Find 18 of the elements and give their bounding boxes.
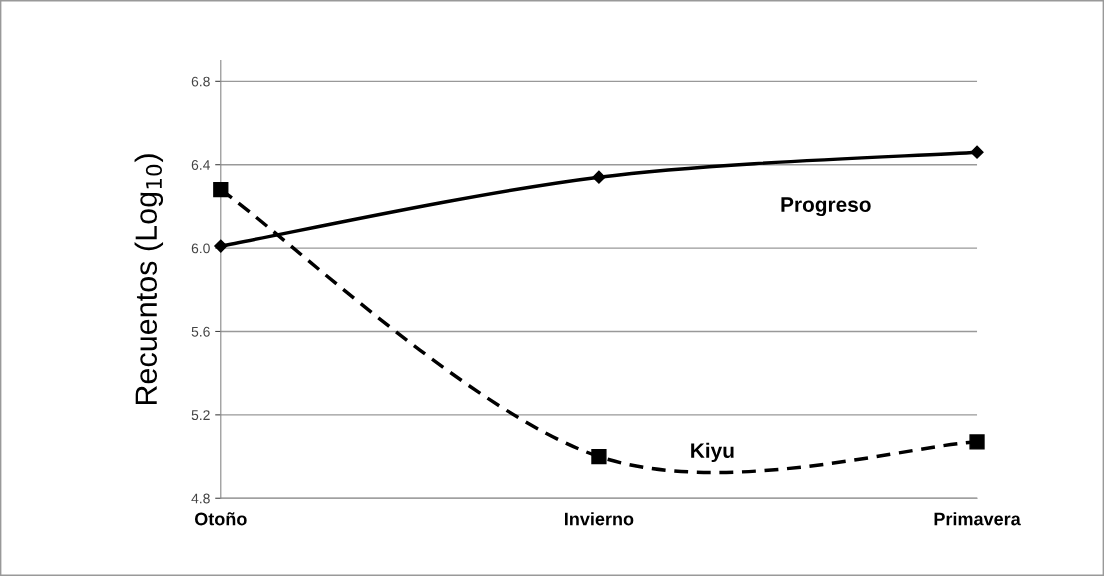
point (970, 145, 984, 159)
y-axis-title: Recuentos (Log$_{10}$) (134, 154, 164, 405)
y-tick-label: 6.4 (191, 160, 210, 170)
point (592, 170, 606, 184)
x-tick-label: Invierno (565, 512, 634, 526)
y-tick-label: 5.6 (191, 326, 210, 337)
x-tick-label: Primavera (934, 512, 1021, 526)
y-tick-label: 6.8 (191, 76, 210, 87)
point (969, 434, 985, 450)
point (214, 239, 228, 253)
point (213, 182, 229, 198)
point (591, 448, 607, 465)
series-label: Progreso (781, 197, 871, 217)
y-tick-label: 5.2 (191, 410, 210, 421)
x-tick-label: Otoño (194, 512, 247, 526)
y-tick-label: 6.0 (191, 243, 210, 254)
series-label: Kiyu (691, 442, 734, 463)
y-tick-label: 4.8 (191, 493, 210, 504)
